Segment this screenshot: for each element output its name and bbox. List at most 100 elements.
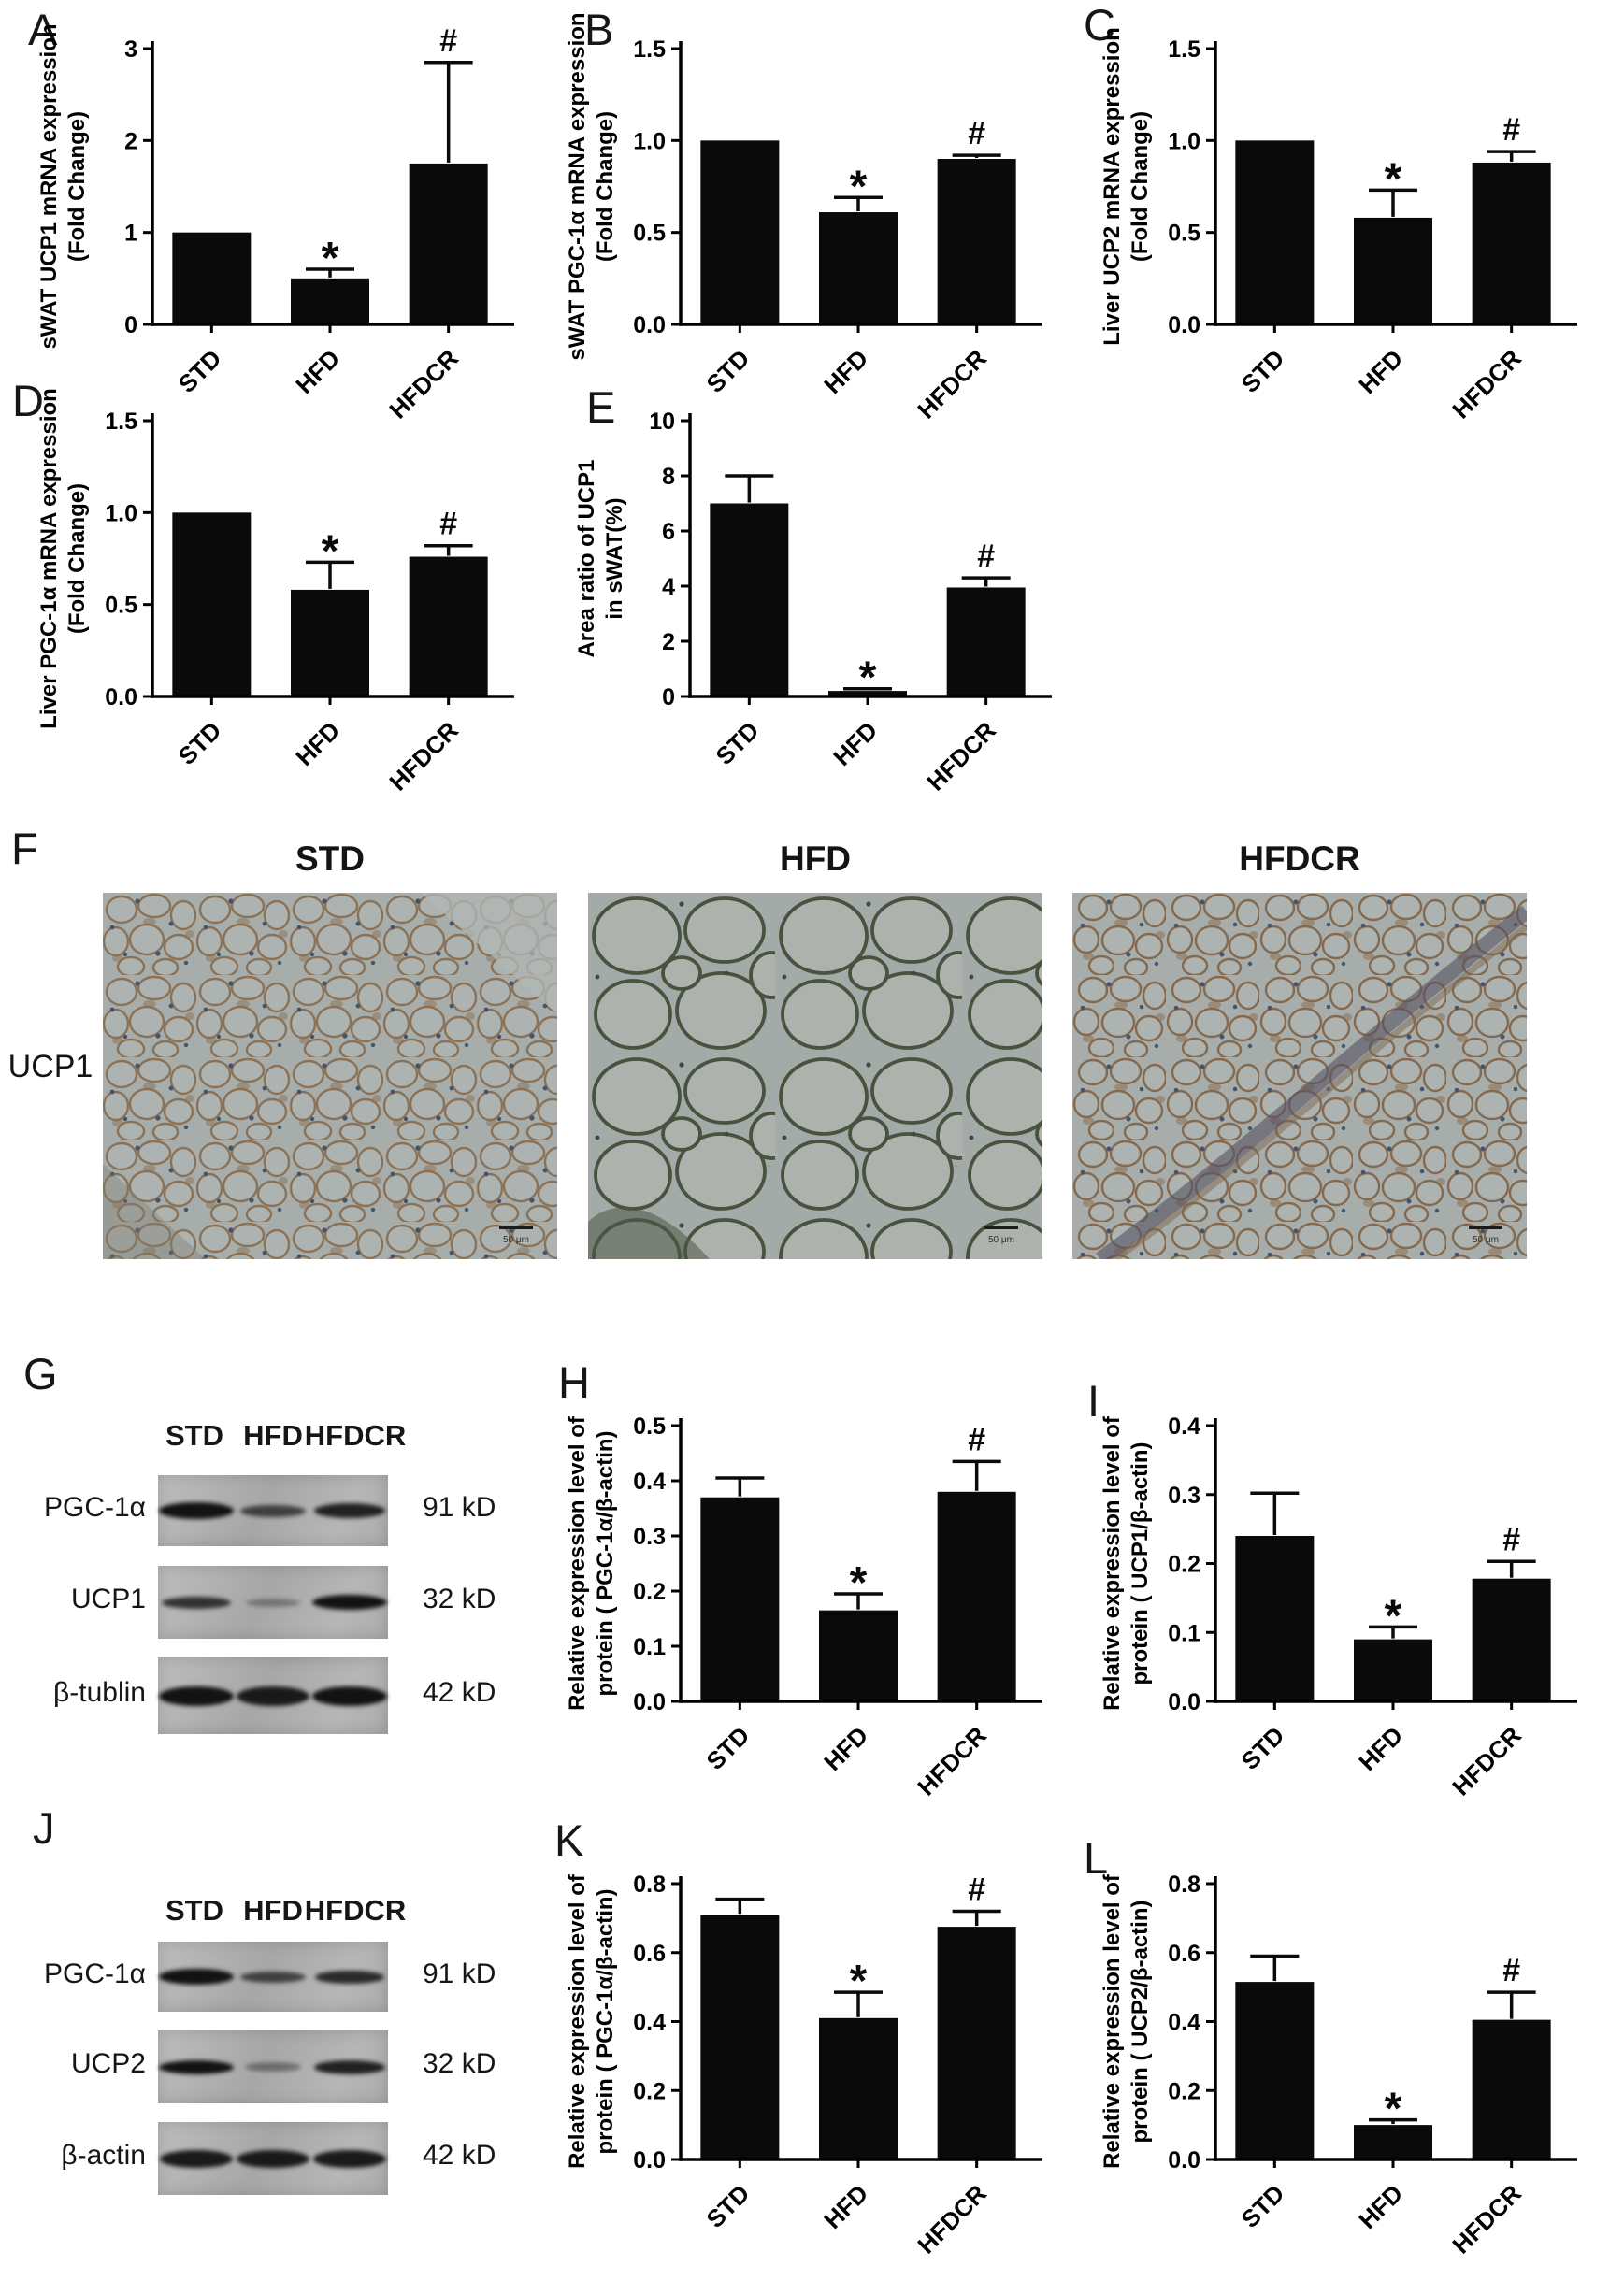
y-tick-label: 0 [124, 312, 137, 338]
panel-A: A STD * HFD # HFDCR 0 1 2 3 sWAT UCP1 mRNA expres… [9, 0, 533, 467]
y-tick-label: 0.5 [633, 221, 666, 247]
y-tick-label: 0.2 [1168, 2078, 1200, 2104]
y-tick-label: 1.5 [1168, 36, 1200, 63]
histology-col-label-hfdcr: HFDCR [1239, 839, 1360, 878]
significance-marker: # [968, 1422, 985, 1457]
y-tick-label: 0.0 [633, 1689, 666, 1715]
panel-letter: D [12, 376, 44, 425]
blot-strip [158, 1657, 388, 1734]
y-tick-label: 0.1 [1168, 1620, 1200, 1646]
y-tick-label: 0.4 [1168, 2010, 1200, 2036]
bar-std [172, 232, 252, 324]
y-axis-label: sWAT PGC-1α mRNA expression [565, 12, 590, 360]
significance-marker: # [1502, 1522, 1520, 1557]
protein-band [236, 1685, 310, 1706]
bar-hfd [291, 589, 369, 696]
protein-band [240, 1971, 306, 1983]
histology-row-label: UCP1 [7, 1049, 93, 1084]
y-tick-label: 0.3 [1168, 1483, 1200, 1509]
x-category-label: STD [1236, 344, 1290, 398]
y-axis-label: Relative expression level of [1099, 1873, 1125, 2169]
y-axis-label: Liver PGC-1α mRNA expression [36, 388, 62, 729]
y-tick-label: 0.0 [633, 312, 666, 338]
significance-marker: # [1502, 1953, 1520, 1988]
blot-mw-label: 32 kD [423, 2048, 496, 2079]
x-category-label: HFDCR [1446, 2179, 1527, 2259]
blot-strip [158, 2122, 388, 2195]
panel-letter: I [1087, 1376, 1100, 1426]
significance-marker: * [1385, 2085, 1402, 2134]
bar-chart-E: STD * HFD # HFDCR 0 2 4 6 8 10 Area ratio of UCP1 in… [574, 409, 1052, 796]
y-tick-label: 0.4 [1168, 1413, 1200, 1440]
protein-band [313, 2059, 386, 2074]
western-blot-G: STD HFD HFDCR PGC-1α 91 kD UCP1 32 kD β-tublin 4… [19, 1410, 561, 1756]
histology-image-hfdcr: 50 μm [1072, 893, 1527, 1259]
y-tick-label: 2 [662, 629, 675, 655]
significance-marker: * [1385, 1591, 1402, 1641]
x-category-label: STD [701, 1721, 755, 1775]
bar-hfd [819, 212, 898, 324]
bar-hfdcr [937, 1491, 1016, 1701]
bar-std [1235, 1982, 1315, 2159]
y-tick-label: 0.0 [1168, 1689, 1200, 1715]
y-tick-label: 0.2 [633, 2078, 666, 2104]
x-category-label: HFD [818, 2179, 873, 2234]
y-axis-label: Liver UCP2 mRNA expression [1099, 27, 1125, 346]
panel-L: L STD * HFD # HFDCR 0.0 0.2 0.4 0.6 0.8 Relative e… [1072, 1818, 1596, 2286]
y-axis-label: Relative expression level of [565, 1873, 590, 2169]
bar-chart-C: STD * HFD # HFDCR 0.0 0.5 1.0 1.5 Liver UCP2 mRNA… [1099, 27, 1577, 424]
protein-band [159, 2149, 234, 2168]
bar-std [710, 503, 789, 696]
western-blot-J: STD HFD HFDCR PGC-1α 91 kD UCP2 32 kD β-actin 42… [19, 1870, 561, 2216]
panel-letter: F [11, 824, 38, 873]
panel-letter: C [1084, 0, 1115, 50]
x-category-label: HFDCR [1446, 344, 1527, 424]
y-tick-label: 6 [662, 519, 675, 545]
y-tick-label: 0.0 [105, 684, 137, 710]
bar-hfdcr [1472, 1578, 1551, 1701]
y-axis-label: Area ratio of UCP1 [574, 459, 599, 657]
bar-hfd [819, 2017, 898, 2159]
y-axis-label: protein ( UCP2/β-actin) [1128, 1901, 1153, 2144]
bar-chart-K: STD * HFD # HFDCR 0.0 0.2 0.4 0.6 0.8 Relative exp… [565, 1872, 1042, 2259]
scale-bar [1469, 1226, 1502, 1229]
bar-chart-I: STD * HFD # HFDCR 0.0 0.1 0.2 0.3 0.4 Relative exp… [1099, 1413, 1577, 1801]
bar-hfd [1354, 2125, 1432, 2159]
y-tick-label: 0.5 [633, 1413, 666, 1440]
bar-hfdcr [937, 159, 1016, 324]
tissue-streak-brown [1113, 924, 1527, 1259]
scale-bar-label: 50 μm [1473, 1235, 1499, 1245]
x-category-label: HFDCR [912, 1721, 992, 1801]
blot-lane-label: STD [165, 1894, 223, 1927]
significance-marker: * [859, 653, 877, 703]
adipose-tissue-std [103, 893, 557, 1259]
x-category-label: HFDCR [1446, 1721, 1527, 1801]
panel-letter: L [1084, 1833, 1109, 1883]
significance-marker: # [968, 116, 985, 151]
x-category-label: STD [1236, 2179, 1290, 2233]
protein-band [236, 2149, 310, 2168]
protein-band [159, 2059, 234, 2074]
y-tick-label: 3 [124, 36, 137, 63]
x-category-label: STD [1236, 1721, 1290, 1775]
y-axis-label: in sWAT(%) [602, 497, 627, 619]
protein-band [240, 1504, 306, 1517]
blot-mw-label: 32 kD [423, 1584, 496, 1614]
protein-band [159, 1685, 234, 1706]
protein-band [162, 1596, 231, 1609]
y-axis-label: (Fold Change) [593, 111, 618, 262]
blot-lane-label: HFD [243, 1894, 303, 1927]
bar-hfd [291, 278, 369, 324]
blot-mw-label: 42 kD [423, 2140, 496, 2171]
adipose-tissue-hfd [588, 893, 1042, 1259]
bar-hfd [1354, 217, 1432, 324]
significance-marker: # [968, 1872, 985, 1908]
panel-letter: G [23, 1349, 58, 1399]
significance-marker: # [439, 507, 457, 542]
bar-std [700, 1497, 780, 1701]
significance-marker: * [1385, 154, 1402, 204]
significance-marker: # [977, 538, 995, 574]
y-tick-label: 0.3 [633, 1524, 666, 1550]
bar-hfdcr [1472, 162, 1551, 324]
